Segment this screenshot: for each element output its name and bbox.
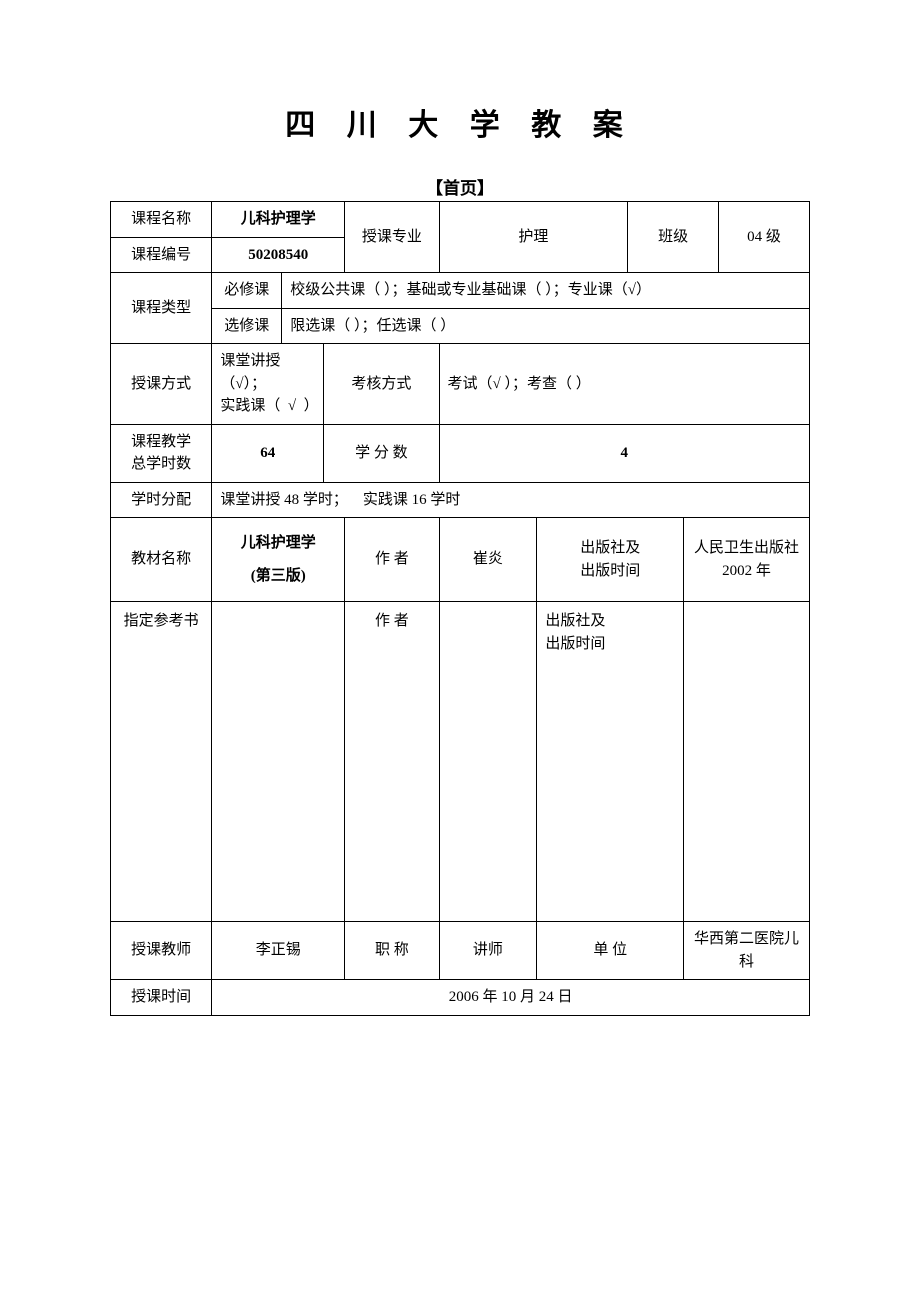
ref-publisher-label: 出版社及 出版时间	[537, 602, 684, 922]
author-label: 作 者	[345, 518, 439, 602]
elective-value: 限选课（ ）；任选课（ ）	[282, 308, 810, 344]
unit-label: 单 位	[537, 922, 684, 980]
author-value: 崔炎	[439, 518, 537, 602]
title-rank-label: 职 称	[345, 922, 439, 980]
major-value: 护理	[439, 202, 628, 273]
total-hours-value: 64	[212, 424, 324, 482]
teach-method-label: 授课方式	[111, 344, 212, 425]
course-type-label: 课程类型	[111, 273, 212, 344]
ref-value	[212, 602, 345, 922]
credit-value: 4	[439, 424, 810, 482]
page-title: 四 川 大 学 教 案	[110, 100, 810, 144]
teach-method-value: 课堂讲授（√）； 实践课（ √ ）	[212, 344, 324, 425]
textbook-label: 教材名称	[111, 518, 212, 602]
class-value: 04 级	[719, 202, 810, 273]
textbook-title-line1: 儿科护理学	[220, 532, 336, 555]
class-label: 班级	[628, 202, 719, 273]
ref-author-label: 作 者	[345, 602, 439, 922]
ref-label: 指定参考书	[111, 602, 212, 922]
teach-time-label: 授课时间	[111, 980, 212, 1016]
hour-dist-value: 课堂讲授 48 学时； 实践课 16 学时	[212, 482, 810, 518]
major-label: 授课专业	[345, 202, 439, 273]
assess-label: 考核方式	[324, 344, 439, 425]
teach-time-value: 2006 年 10 月 24 日	[212, 980, 810, 1016]
course-name-value: 儿科护理学	[212, 202, 345, 238]
unit-value: 华西第二医院儿科	[684, 922, 810, 980]
page-subtitle: 【首页】	[110, 174, 810, 199]
publisher-value: 人民卫生出版社 2002 年	[684, 518, 810, 602]
textbook-title: 儿科护理学 (第三版)	[212, 518, 345, 602]
title-rank-value: 讲师	[439, 922, 537, 980]
textbook-title-line2: (第三版)	[220, 565, 336, 588]
hour-dist-label: 学时分配	[111, 482, 212, 518]
teacher-label: 授课教师	[111, 922, 212, 980]
teacher-value: 李正锡	[212, 922, 345, 980]
lesson-plan-table: 课程名称 儿科护理学 授课专业 护理 班级 04 级 课程编号 50208540…	[110, 201, 810, 1016]
course-code-label: 课程编号	[111, 237, 212, 273]
elective-label: 选修课	[212, 308, 282, 344]
ref-author-value	[439, 602, 537, 922]
course-code-value: 50208540	[212, 237, 345, 273]
course-name-label: 课程名称	[111, 202, 212, 238]
assess-value: 考试（√ ）；考查（ ）	[439, 344, 810, 425]
publisher-label: 出版社及 出版时间	[537, 518, 684, 602]
required-label: 必修课	[212, 273, 282, 309]
total-hours-label: 课程教学 总学时数	[111, 424, 212, 482]
credit-label: 学 分 数	[324, 424, 439, 482]
ref-publisher-value	[684, 602, 810, 922]
required-value: 校级公共课（ ）；基础或专业基础课（ ）；专业课（√）	[282, 273, 810, 309]
